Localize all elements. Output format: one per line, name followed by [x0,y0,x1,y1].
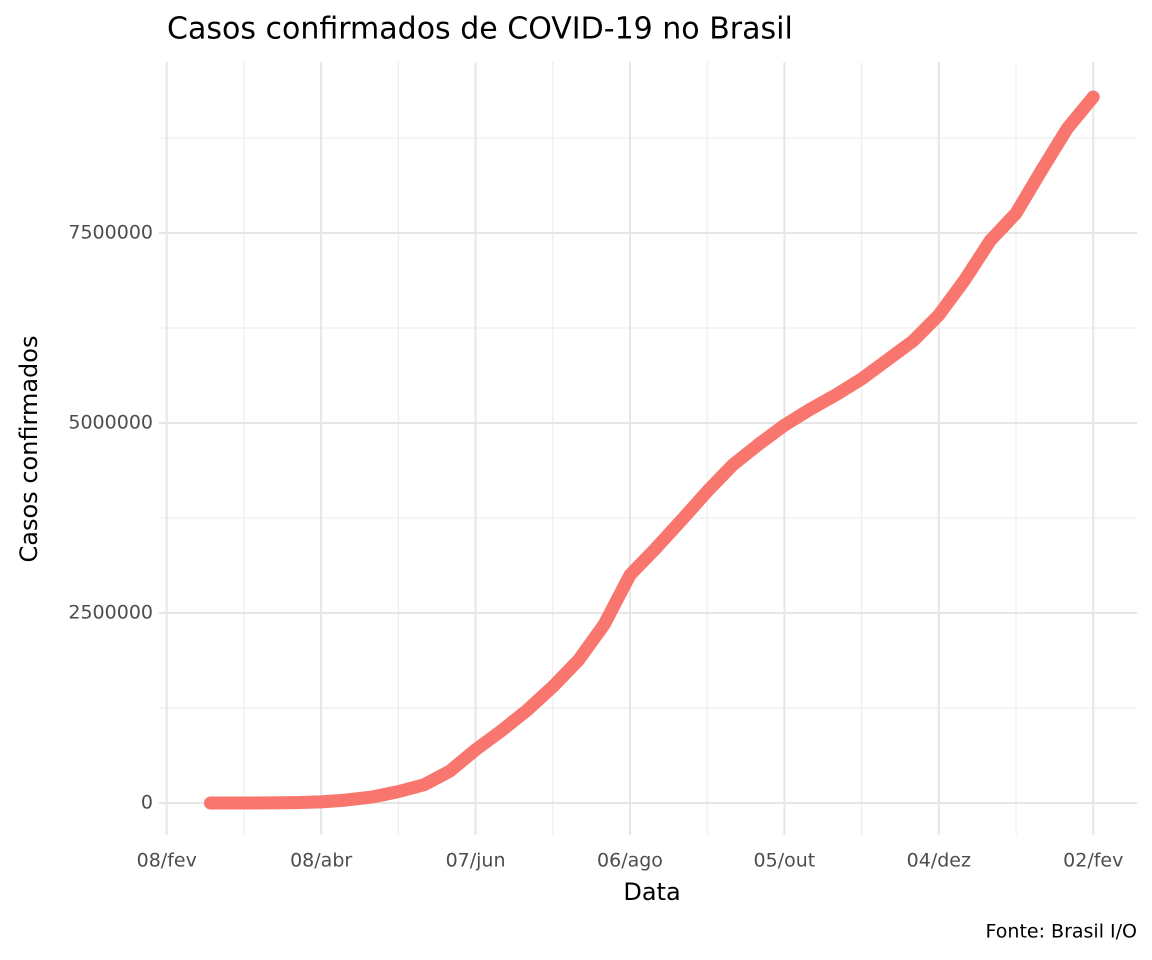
x-tick-label: 04/dez [907,850,971,872]
x-tick-label: 08/fev [137,850,197,872]
data-line [203,90,1100,810]
x-tick-label: 07/jun [446,850,506,872]
y-tick-label: 7500000 [68,222,153,244]
y-tick-label: 0 [141,792,153,814]
x-tick-label: 08/abr [290,850,352,872]
x-tick-label: 05/out [754,850,816,872]
y-axis-label: Casos confirmados [15,336,43,563]
y-tick-label: 2500000 [68,602,153,624]
x-tick-label: 06/ago [597,850,663,872]
x-axis-label: Data [623,878,680,906]
chart-title: Casos confirmados de COVID-19 no Brasil [167,12,793,47]
caption: Fonte: Brasil I/O [986,921,1137,943]
x-tick-label: 02/fev [1063,850,1123,872]
y-tick-label: 5000000 [68,412,153,434]
